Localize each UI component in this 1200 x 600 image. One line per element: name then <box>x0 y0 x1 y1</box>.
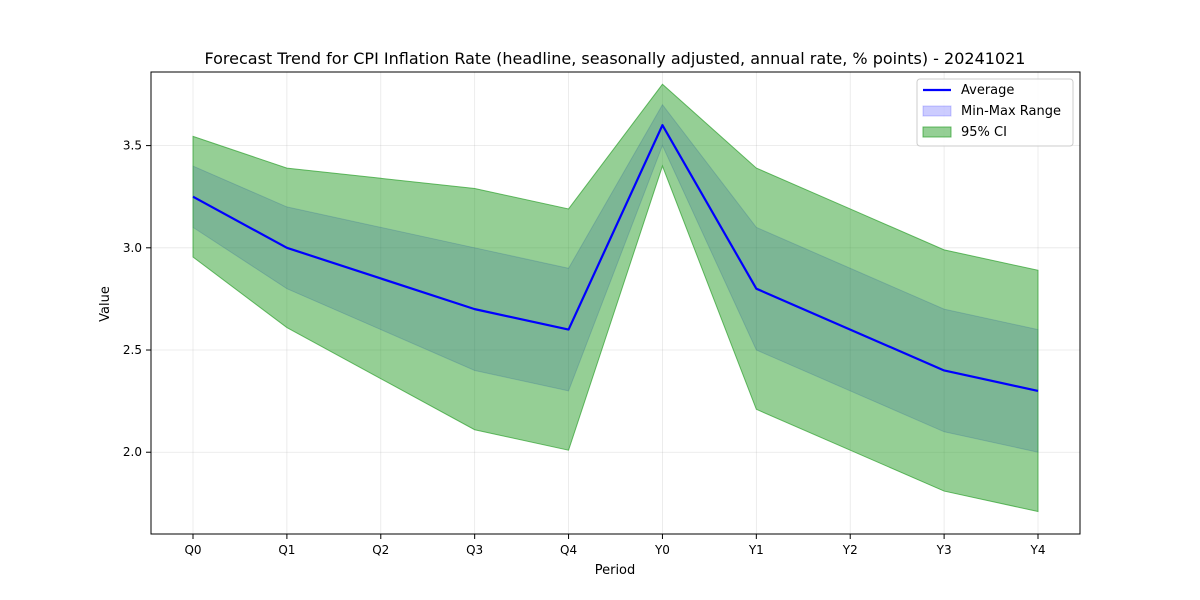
y-tick-label: 2.0 <box>123 445 142 459</box>
lines-layer <box>192 124 1039 392</box>
x-tick-label: Y4 <box>1030 543 1046 557</box>
x-tick-label: Q2 <box>372 543 389 557</box>
legend-label: Min-Max Range <box>961 104 1061 119</box>
legend-swatch-patch <box>922 105 952 117</box>
legend: Average Min-Max Range 95% CI <box>916 78 1074 147</box>
plot-frame <box>150 71 1081 535</box>
x-axis-label: Period <box>595 563 636 578</box>
plot-area: Q0 Q1 Q2 Q3 Q4 Y0 Y1 Y2 Y3 Y4 2.0 2.5 3.0 3.5 <box>123 71 1081 557</box>
y-axis-ticks: 2.0 2.5 3.0 3.5 <box>123 139 151 459</box>
x-tick-label: Y0 <box>654 543 670 557</box>
y-tick-label: 3.0 <box>123 241 142 255</box>
legend-label: 95% CI <box>961 125 1007 140</box>
y-tick-label: 2.5 <box>123 343 142 357</box>
chart-title: Forecast Trend for CPI Inflation Rate (h… <box>205 49 1026 68</box>
legend-label: Average <box>961 83 1014 98</box>
legend-swatch-patch <box>922 126 952 138</box>
band-95-ci <box>192 83 1039 513</box>
legend-box <box>916 78 1074 147</box>
y-axis-label: Value <box>98 286 113 322</box>
x-tick-label: Q3 <box>466 543 483 557</box>
series-line-average <box>192 124 1039 392</box>
x-tick-label: Y3 <box>936 543 952 557</box>
x-tick-label: Y2 <box>842 543 858 557</box>
x-axis-ticks: Q0 Q1 Q2 Q3 Q4 Y0 Y1 Y2 Y3 Y4 <box>184 534 1045 557</box>
x-tick-label: Y1 <box>748 543 764 557</box>
x-tick-label: Q1 <box>278 543 295 557</box>
x-tick-label: Q4 <box>560 543 577 557</box>
bands-layer <box>192 83 1039 513</box>
y-tick-label: 3.5 <box>123 139 142 153</box>
x-tick-label: Q0 <box>184 543 201 557</box>
